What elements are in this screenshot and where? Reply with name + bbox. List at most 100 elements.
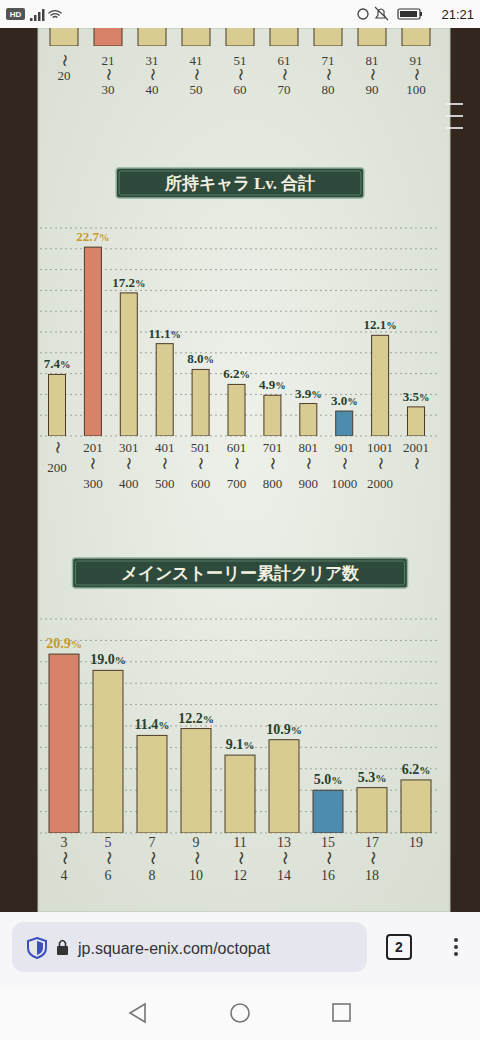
tab-count[interactable]: 2 [395, 939, 403, 955]
x-tick: 901〜1000 [331, 440, 357, 491]
title-banner: 所持キャラ Lv. 合計 [116, 168, 364, 198]
x-tick-label: 3 [61, 835, 68, 850]
x-tick-label: 701 [263, 440, 283, 455]
x-tick: 5〜6 [101, 835, 116, 883]
shield-icon [28, 938, 46, 958]
bar [120, 293, 137, 436]
x-tick: 15〜16 [321, 835, 336, 883]
data-label-unit: % [99, 232, 109, 243]
data-label-unit: % [291, 724, 302, 736]
bar [49, 654, 79, 833]
data-label-unit: % [386, 320, 396, 331]
x-tick-label: 1001 [367, 440, 393, 455]
data-label-number: 3.9 [295, 386, 312, 401]
menu-dot[interactable] [454, 938, 458, 942]
x-tick: 〜200 [47, 441, 67, 475]
x-tick: 801〜900 [299, 440, 319, 491]
data-label-number: 11.1 [148, 326, 170, 341]
x-tick-label: 80 [322, 82, 335, 97]
bar [408, 407, 425, 436]
signal-bar [30, 18, 33, 21]
menu-icon-line[interactable] [446, 103, 463, 105]
menu-icon-line[interactable] [446, 127, 463, 129]
x-tick: 201〜300 [83, 440, 103, 491]
menu-icon-line[interactable] [446, 115, 463, 117]
grid [40, 228, 440, 436]
tab-button[interactable] [387, 935, 411, 959]
url-field[interactable] [12, 922, 367, 972]
data-label: 3.0% [331, 393, 358, 408]
x-tick-label-tilde: 〜 [233, 68, 248, 81]
bar [84, 247, 101, 436]
signal-bar [38, 12, 41, 21]
badge-box [6, 8, 25, 20]
chart-title: メインストーリー累計クリア数 [121, 564, 360, 583]
url-text[interactable]: jp.square-enix.com/octopat [77, 940, 271, 957]
x-tick-label: 40 [146, 82, 159, 97]
x-tick-label-tilde: 〜 [365, 68, 380, 81]
nav-back[interactable] [130, 1004, 145, 1022]
wifi-icon [50, 13, 60, 16]
title-box [73, 558, 408, 588]
x-tick-label: 2001 [403, 440, 429, 455]
menu-dot[interactable] [454, 952, 458, 956]
bar-stub [50, 28, 78, 46]
bar [181, 729, 211, 833]
x-tick-label-tilde: 〜 [409, 68, 424, 81]
data-label-number: 20.9 [46, 636, 71, 651]
data-label-number: 6.2 [402, 762, 420, 777]
x-tick-label: 7 [149, 835, 156, 850]
x-tick: 17〜18 [365, 835, 380, 883]
data-label-unit: % [375, 772, 386, 784]
bar [269, 740, 299, 833]
chart: メインストーリー累計クリア数20.9%19.0%11.4%12.2%9.1%10… [40, 558, 440, 883]
x-tick-label: 14 [277, 868, 291, 883]
chart-title: 所持キャラ Lv. 合計 [164, 174, 316, 193]
bar [225, 755, 255, 833]
bar-stub [270, 28, 298, 46]
title-box-inner [119, 171, 361, 195]
data-label: 10.9% [266, 722, 302, 737]
x-tick: 13〜14 [277, 835, 292, 883]
grid-line [40, 228, 440, 229]
x-tick-label: 50 [190, 82, 203, 97]
x-axis: 〜200201〜300301〜400401〜500501〜600601〜7007… [47, 440, 429, 491]
nav-home[interactable] [231, 1004, 249, 1022]
x-tick-label: 2000 [367, 476, 393, 491]
x-tick: 31〜40 [145, 53, 160, 97]
x-tick-label: 16 [321, 868, 335, 883]
menu-dot[interactable] [454, 945, 458, 949]
data-label-unit: % [275, 380, 285, 391]
x-tick: 9〜10 [189, 835, 204, 883]
battery-tip [420, 12, 422, 16]
x-tick-label: 100 [406, 82, 426, 97]
data-label: 7.4% [44, 356, 71, 371]
chart: 所持キャラ Lv. 合計7.4%22.7%17.2%11.1%8.0%6.2%4… [40, 168, 440, 491]
x-tick-label-tilde: 〜 [265, 457, 280, 470]
x-tick-label-tilde: 〜 [301, 457, 316, 470]
data-label-unit: % [115, 654, 126, 666]
x-tick: 41〜50 [189, 53, 204, 97]
data-label-number: 17.2 [112, 275, 135, 290]
bar [264, 395, 281, 436]
data-label-unit: % [203, 713, 214, 725]
bar [372, 335, 389, 436]
x-tick-label: 41 [190, 53, 203, 68]
x-tick-label: 700 [227, 476, 247, 491]
x-tick-label-tilde: 〜 [57, 54, 72, 67]
x-tick: 501〜600 [191, 440, 211, 491]
x-tick-label: 81 [366, 53, 379, 68]
x-tick-label-tilde: 〜 [189, 851, 204, 865]
x-tick-label-tilde: 〜 [101, 851, 116, 865]
x-tick: 301〜400 [119, 440, 139, 491]
x-tick: 2001〜 [403, 440, 429, 470]
data-label-unit: % [71, 638, 82, 650]
x-tick-label: 201 [83, 440, 103, 455]
x-tick-label: 800 [263, 476, 283, 491]
data-label-unit: % [158, 719, 169, 731]
x-tick-label: 601 [227, 440, 247, 455]
nav-recent[interactable] [333, 1004, 350, 1021]
data-label: 22.7% [76, 229, 109, 244]
x-tick-label: 600 [191, 476, 211, 491]
data-label-unit: % [419, 392, 429, 403]
